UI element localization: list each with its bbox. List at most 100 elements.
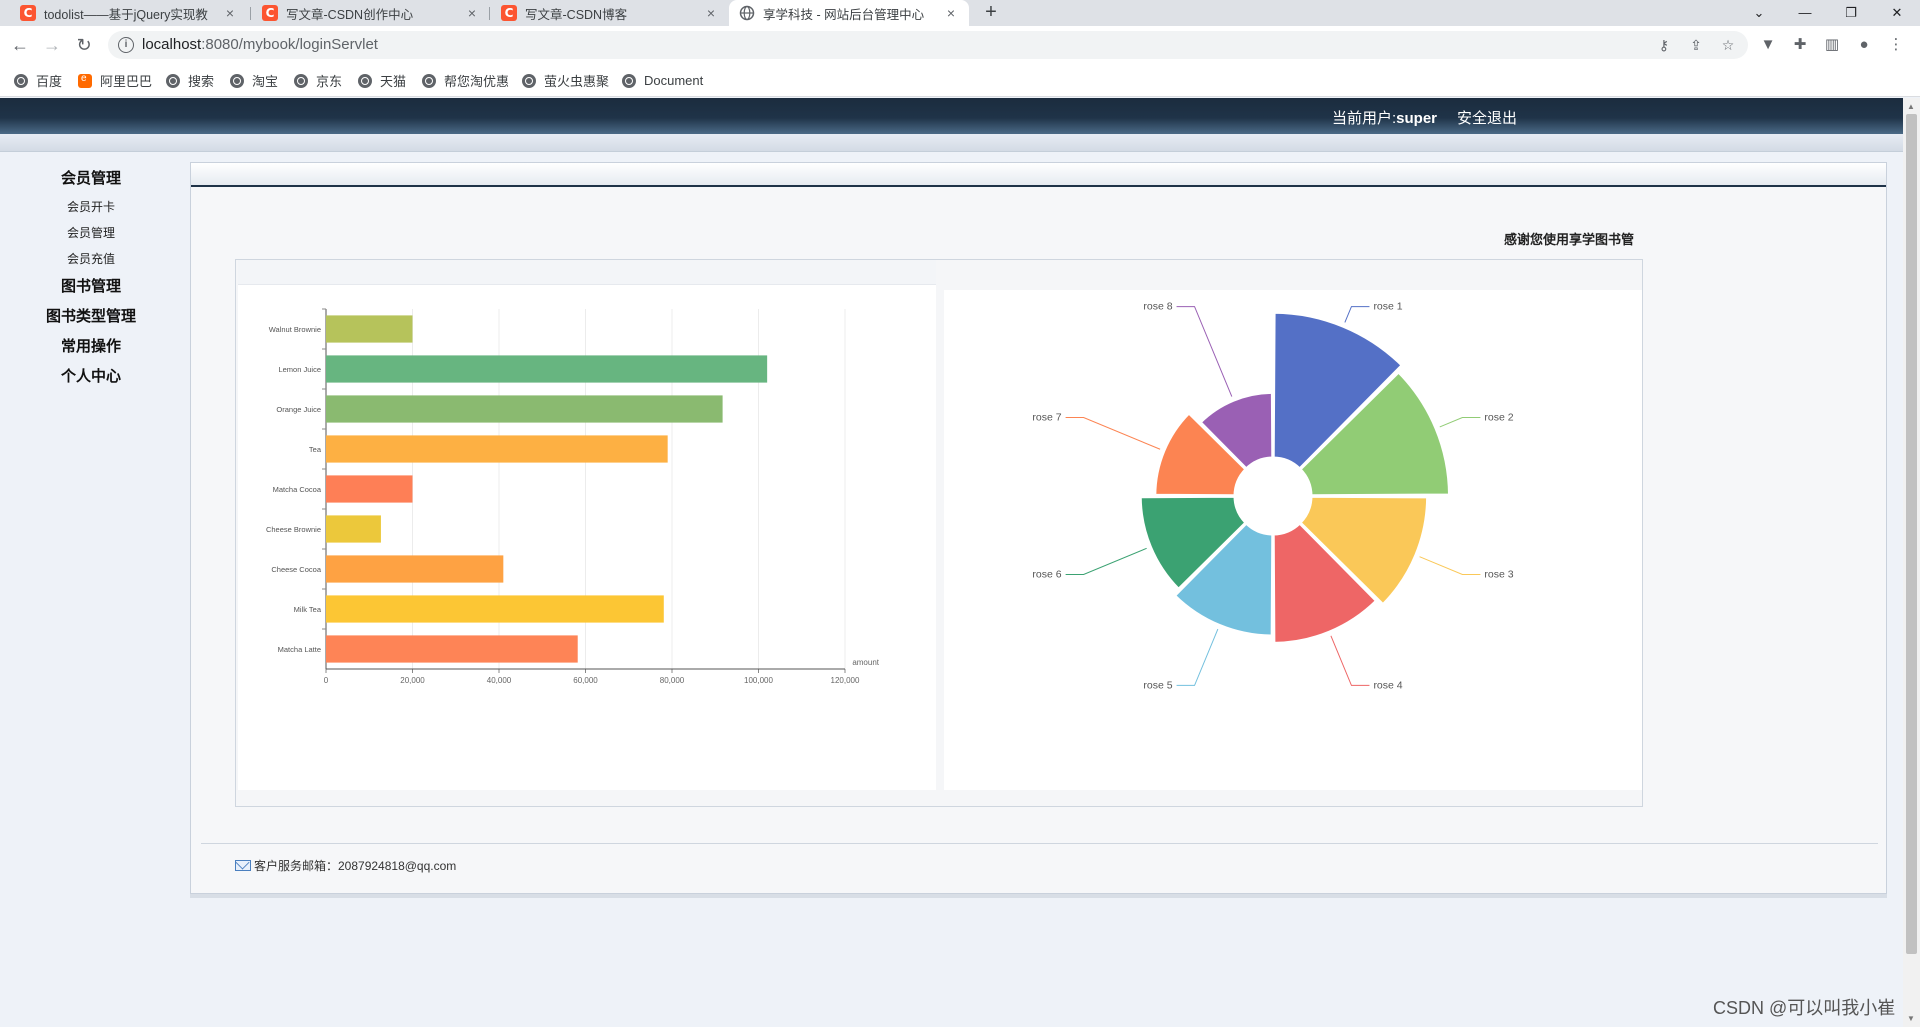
tab-title: todolist——基于jQuery实现教 <box>44 7 208 22</box>
minimize-icon[interactable]: — <box>1798 5 1812 20</box>
sidebar: 会员管理 会员开卡 会员管理 会员充值 图书管理 图书类型管理 常用操作 个人中… <box>0 152 182 1027</box>
extensions-puzzle-icon[interactable]: ✚ <box>1793 36 1807 53</box>
bar <box>326 555 504 583</box>
alibaba-icon <box>78 73 92 88</box>
menu-group-member[interactable]: 会员管理 <box>60 170 121 187</box>
bar <box>326 595 664 623</box>
y-tick-label: Milk Tea <box>294 605 322 614</box>
rose-label: rose 3 <box>1484 568 1513 580</box>
bookmark-label: 萤火虫惠聚 <box>544 74 610 89</box>
bookmark-item[interactable]: 帮您淘优惠 <box>422 64 509 97</box>
browser-tab[interactable]: C 写文章-CSDN创作中心 × <box>252 0 490 26</box>
scrollbar-thumb[interactable] <box>1906 114 1917 954</box>
url-text[interactable]: localhost:8080/mybook/loginServlet <box>142 31 378 59</box>
globe-icon <box>14 73 28 88</box>
vertical-scrollbar[interactable]: ▲ ▼ <box>1903 98 1920 1027</box>
x-tick-label: 40,000 <box>487 676 512 685</box>
bookmark-item[interactable]: Document <box>622 64 703 97</box>
rose-label-line <box>1065 547 1147 575</box>
scroll-up-icon[interactable]: ▲ <box>1907 102 1915 111</box>
window-close-icon[interactable]: ✕ <box>1891 5 1903 20</box>
site-info-icon[interactable]: i <box>118 37 134 53</box>
y-tick-label: Lemon Juice <box>278 365 321 374</box>
browser-tab-active[interactable]: 享学科技 - 网站后台管理中心 × <box>729 0 969 26</box>
close-icon[interactable]: × <box>225 5 235 21</box>
x-tick-label: 120,000 <box>831 676 860 685</box>
bar <box>326 435 668 463</box>
x-tick-label: 20,000 <box>400 676 425 685</box>
url-host: localhost <box>142 36 202 53</box>
restore-icon[interactable]: ❐ <box>1845 5 1857 20</box>
logout-link[interactable]: 安全退出 <box>1457 110 1518 127</box>
rose-slice <box>1271 310 1404 471</box>
globe-icon <box>739 5 755 21</box>
bookmark-item[interactable]: 阿里巴巴 <box>78 64 152 97</box>
rose-label-line <box>1330 635 1370 686</box>
x-tick-label: 100,000 <box>744 676 773 685</box>
bar <box>326 515 381 543</box>
share-icon[interactable]: ⇪ <box>1690 37 1702 53</box>
rose-label-line <box>1065 417 1161 450</box>
new-tab-button[interactable]: + <box>985 1 997 23</box>
main-panel: 感谢您使用享学图书管 0 20,000 40,000 60,000 80,000 100,… <box>190 162 1887 894</box>
menu-item-member-manage[interactable]: 会员管理 <box>66 226 115 240</box>
forward-icon[interactable]: → <box>43 35 61 55</box>
x-tick-label: 80,000 <box>660 676 685 685</box>
globe-icon <box>422 73 436 88</box>
tab-separator <box>489 7 490 20</box>
bookmark-item[interactable]: 百度 <box>14 64 62 97</box>
bookmark-label: 天猫 <box>380 74 407 89</box>
menu-item-member-card[interactable]: 会员开卡 <box>66 200 115 214</box>
key-icon[interactable]: ⚷ <box>1658 37 1670 53</box>
bookmark-item[interactable]: 搜索 <box>166 64 214 97</box>
rose-label: rose 4 <box>1373 679 1402 691</box>
close-icon[interactable]: × <box>706 5 716 21</box>
menu-group-book-types[interactable]: 图书类型管理 <box>45 308 136 325</box>
current-user-name: super <box>1396 110 1438 127</box>
bookmark-item[interactable]: 天猫 <box>358 64 406 97</box>
extension-v-icon[interactable]: ▼ <box>1760 36 1776 53</box>
close-icon[interactable]: × <box>946 5 956 21</box>
menu-group-profile[interactable]: 个人中心 <box>60 368 121 385</box>
rose-label-line <box>1344 306 1370 323</box>
globe-icon <box>358 73 372 88</box>
y-tick-label: Orange Juice <box>276 405 321 414</box>
scroll-down-icon[interactable]: ▼ <box>1907 1014 1915 1023</box>
bookmark-label: 帮您淘优惠 <box>444 74 510 89</box>
menu-item-member-recharge[interactable]: 会员充值 <box>66 252 115 266</box>
csdn-icon: C <box>20 5 36 21</box>
rose-slice <box>1153 411 1248 498</box>
browser-tab[interactable]: C 写文章-CSDN博客 × <box>491 0 729 26</box>
main-topbar <box>191 163 1886 187</box>
menu-group-common[interactable]: 常用操作 <box>60 338 121 355</box>
bookmark-item[interactable]: 淘宝 <box>230 64 278 97</box>
main-panel-bottom-edge <box>190 894 1887 898</box>
page-viewport: 当前用户:super 安全退出 会员管理 会员开卡 会员管理 会员充值 图书管理… <box>0 98 1920 1027</box>
x-tick-label: 60,000 <box>573 676 598 685</box>
profile-avatar-icon[interactable]: ● <box>1859 36 1869 53</box>
tab-search-icon[interactable]: ⌄ <box>1753 5 1765 20</box>
reload-icon[interactable]: ↻ <box>76 35 92 55</box>
side-panel-icon[interactable]: ▥ <box>1824 36 1840 53</box>
bar <box>326 635 578 663</box>
close-icon[interactable]: × <box>467 5 477 21</box>
rose-label-line <box>1419 556 1481 575</box>
tab-title: 写文章-CSDN博客 <box>525 7 628 22</box>
address-bar[interactable]: i localhost:8080/mybook/loginServlet ⚷ ⇪… <box>108 31 1748 59</box>
rose-slice <box>1138 494 1248 591</box>
more-menu-icon[interactable]: ⋮ <box>1888 36 1904 53</box>
back-icon[interactable]: ← <box>11 35 29 55</box>
current-user: 当前用户:super <box>1332 107 1437 128</box>
bookmark-star-icon[interactable]: ☆ <box>1721 37 1735 53</box>
current-user-label: 当前用户: <box>1332 110 1397 127</box>
globe-icon <box>622 73 636 88</box>
menu-group-books[interactable]: 图书管理 <box>60 278 121 295</box>
bookmark-item[interactable]: 京东 <box>294 64 342 97</box>
bookmark-item[interactable]: 萤火虫惠聚 <box>522 64 609 97</box>
browser-toolbar: ← → ↻ i localhost:8080/mybook/loginServl… <box>0 26 1920 64</box>
rose-label-line <box>1176 306 1233 397</box>
footer-email: 客户服务邮箱：2087924818@qq.com <box>254 859 457 873</box>
browser-tab[interactable]: C todolist——基于jQuery实现教 × <box>10 0 248 26</box>
y-tick-label: Tea <box>309 445 322 454</box>
x-axis-label: amount <box>852 658 879 667</box>
